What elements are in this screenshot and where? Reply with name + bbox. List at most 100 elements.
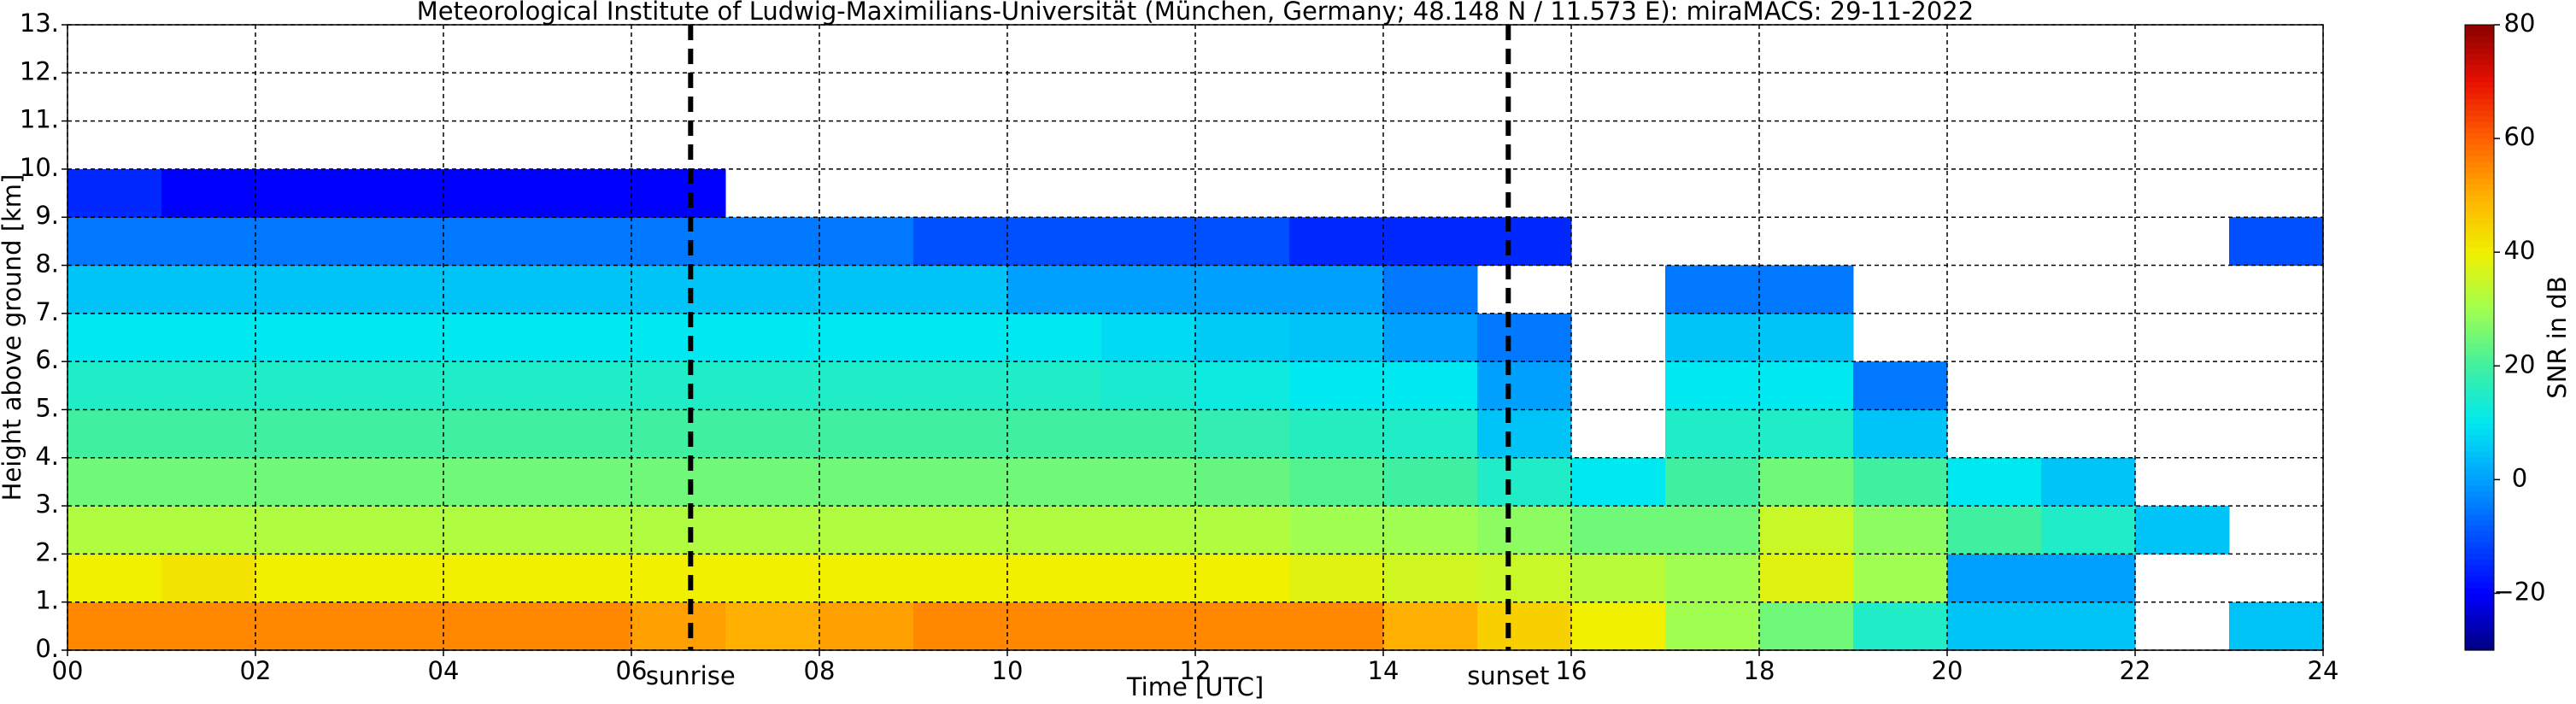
colorbar-segment (2465, 587, 2494, 595)
heatmap-cell (443, 265, 538, 314)
heatmap-cell (1007, 217, 1102, 267)
heatmap-cell (1101, 313, 1196, 362)
heatmap-cell (819, 409, 914, 459)
heatmap-cell (631, 506, 726, 554)
y-tick-label: 12. (20, 56, 59, 85)
heatmap-cell (443, 457, 538, 507)
colorbar-segment (2465, 297, 2494, 304)
plot-frame (67, 24, 2324, 651)
heatmap-cell (1947, 457, 2042, 507)
y-tick-label: 13. (20, 9, 59, 38)
heatmap-cell (255, 457, 350, 507)
heatmap-cell (1853, 506, 1948, 554)
colorbar-segment (2465, 92, 2494, 100)
heatmap-cell (1383, 554, 1478, 603)
colorbar-segment (2465, 531, 2494, 537)
colorbar-segment (2465, 633, 2494, 640)
heatmap-cell (1289, 265, 1384, 314)
colorbar-segment (2465, 235, 2494, 242)
colorbar-segment (2465, 252, 2494, 259)
heatmap-cell (161, 506, 256, 554)
colorbar-segment (2465, 599, 2494, 606)
heatmap-cell (443, 168, 538, 218)
heatmap-cell (1665, 554, 1760, 603)
heatmap-cell (67, 361, 162, 410)
heatmap-cell (1665, 601, 1760, 651)
heatmap-cell (1289, 361, 1384, 410)
x-tick-label: 14 (1368, 656, 1399, 685)
heatmap-cell (537, 313, 632, 362)
heatmap-cell (725, 361, 820, 410)
x-axis-label: Time [UTC] (1126, 672, 1264, 701)
colorbar-segment (2465, 548, 2494, 554)
colorbar-segment (2465, 195, 2494, 202)
heatmap-cell (631, 409, 726, 459)
heatmap-cell (161, 265, 256, 314)
heatmap-cell (255, 554, 350, 603)
colorbar-segment (2465, 144, 2494, 150)
heatmap-cell (1477, 409, 1572, 459)
colorbar-segment (2465, 173, 2494, 179)
heatmap-cell (537, 457, 632, 507)
colorbar-segment (2465, 604, 2494, 612)
colorbar-segment (2465, 502, 2494, 509)
colorbar-segment (2465, 81, 2494, 88)
heatmap-cell (725, 506, 820, 554)
heatmap-cell (1383, 457, 1478, 507)
colorbar-segment (2465, 349, 2494, 355)
colorbar-segment (2465, 53, 2494, 60)
heatmap-cell (2135, 506, 2230, 554)
heatmap-cell (1007, 457, 1102, 507)
heatmap-cell (1007, 601, 1102, 651)
heatmap-cell (537, 506, 632, 554)
heatmap-cell (255, 361, 350, 410)
colorbar-segment (2465, 115, 2494, 122)
heatmap-cell (819, 217, 914, 267)
colorbar-segment (2465, 394, 2494, 401)
heatmap-cell (1195, 506, 1290, 554)
heatmap-cell (1383, 361, 1478, 410)
colorbar-tick-label: −20 (2493, 577, 2545, 606)
colorbar-segment (2465, 41, 2494, 49)
heatmap-cell (1195, 554, 1290, 603)
colorbar-segment (2465, 98, 2494, 105)
colorbar-segment (2465, 456, 2494, 463)
colorbar-segment (2465, 64, 2494, 71)
heatmap-cell (537, 168, 632, 218)
heatmap-cell (161, 554, 256, 603)
heatmap-cell (913, 217, 1008, 267)
x-tick-label: 18 (1744, 656, 1775, 685)
colorbar-segment (2465, 559, 2494, 566)
heatmap-cell (1007, 361, 1102, 410)
colorbar-segment (2465, 411, 2494, 418)
heatmap-cell (913, 601, 1008, 651)
heatmap-cell (725, 601, 820, 651)
colorbar-segment (2465, 178, 2494, 185)
y-tick-label: 0. (35, 634, 59, 663)
x-tick-label: 04 (428, 656, 460, 685)
colorbar-segment (2465, 201, 2494, 208)
colorbar-segment (2465, 121, 2494, 128)
colorbar-segment (2465, 337, 2494, 344)
colorbar-segment (2465, 366, 2494, 373)
colorbar-segment (2465, 36, 2494, 43)
colorbar-segment (2465, 553, 2494, 560)
heatmap-cell (255, 168, 350, 218)
heatmap-cell (349, 457, 444, 507)
heatmap-cell (913, 457, 1008, 507)
colorbar-segment (2465, 274, 2494, 282)
colorbar-segment (2465, 434, 2494, 441)
colorbar-segment (2465, 428, 2494, 435)
heatmap-cell (631, 457, 726, 507)
heatmap-cell (67, 506, 162, 554)
colorbar-segment (2465, 161, 2494, 167)
colorbar-segment (2465, 303, 2494, 310)
colorbar-segment (2465, 104, 2494, 111)
heatmap-cell (2229, 217, 2324, 267)
heatmap-cell (1759, 506, 1854, 554)
heatmap-cell (819, 554, 914, 603)
heatmap-cell (443, 554, 538, 603)
colorbar-segment (2465, 229, 2494, 236)
heatmap-cell (1665, 457, 1760, 507)
heatmap-cell (819, 457, 914, 507)
